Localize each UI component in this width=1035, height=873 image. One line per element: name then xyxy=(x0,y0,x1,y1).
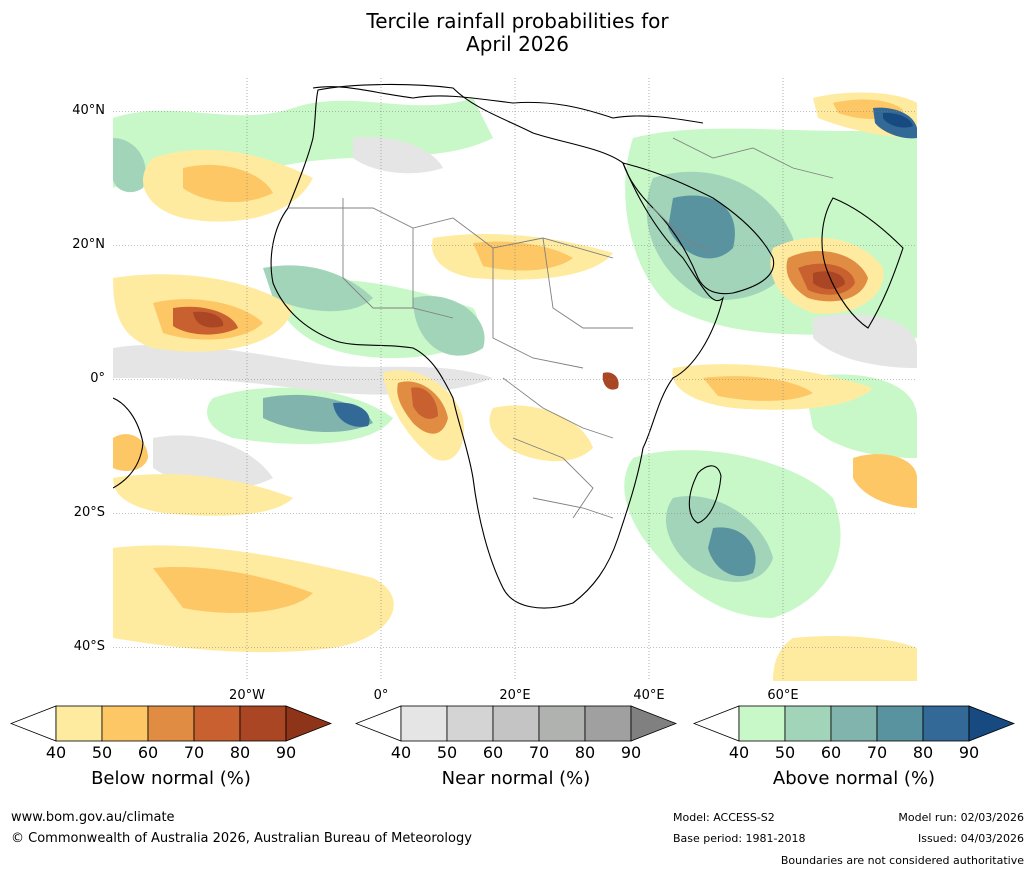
above-swatch-80-90 xyxy=(922,705,970,742)
near-swatch-60-70 xyxy=(492,705,540,742)
below-normal-colorbar xyxy=(10,705,332,742)
above-swatch-under xyxy=(693,705,740,742)
above-tick-50: 50 xyxy=(774,743,796,762)
near-tick-60: 60 xyxy=(482,743,504,762)
above-tick-60: 60 xyxy=(820,743,842,762)
map-title-line-2: April 2026 xyxy=(466,32,569,56)
madagascar-outline xyxy=(688,465,722,524)
below-tick-60: 60 xyxy=(137,743,159,762)
lat-label-20n: 20°N xyxy=(72,237,105,252)
near-swatch-50-60 xyxy=(446,705,494,742)
lon-label-60e: 60°E xyxy=(767,688,799,703)
above-swatch-70-80 xyxy=(876,705,924,742)
below-tick-80: 80 xyxy=(229,743,251,762)
rainfall-probability-map xyxy=(113,78,917,681)
below-swatch-60-70 xyxy=(147,705,195,742)
lat-label-0: 0° xyxy=(90,371,105,386)
near-swatch-under xyxy=(355,705,402,742)
below-swatch-under xyxy=(10,705,57,742)
near-swatch-70-80 xyxy=(538,705,586,742)
country-borders xyxy=(288,137,834,519)
near-swatch-80-90 xyxy=(584,705,632,742)
lon-label-20w: 20°W xyxy=(229,688,265,703)
coastlines xyxy=(113,83,904,609)
below-swatch-80-90 xyxy=(239,705,287,742)
above-normal-colorbar xyxy=(693,705,1015,742)
near-tick-50: 50 xyxy=(436,743,458,762)
below-swatch-over xyxy=(285,705,332,742)
issued-date: Issued: 04/03/2026 xyxy=(917,832,1024,845)
below-tick-40: 40 xyxy=(45,743,67,762)
near-swatch-40-50 xyxy=(400,705,448,742)
below-tick-50: 50 xyxy=(91,743,113,762)
below-tick-70: 70 xyxy=(183,743,205,762)
below-normal-title: Below normal (%) xyxy=(91,768,251,789)
lon-label-20e: 20°E xyxy=(499,688,531,703)
near-tick-90: 90 xyxy=(620,743,642,762)
boundaries-disclaimer: Boundaries are not considered authoritat… xyxy=(780,854,1024,867)
near-normal-title: Near normal (%) xyxy=(441,768,591,789)
south-america-outline xyxy=(113,397,144,489)
below-swatch-40-50 xyxy=(55,705,103,742)
map-title-line-1: Tercile rainfall probabilities for xyxy=(366,9,669,33)
above-normal-swatches xyxy=(693,705,1015,742)
base-period: Base period: 1981-2018 xyxy=(673,832,806,845)
probability-shading xyxy=(113,92,917,681)
near-tick-80: 80 xyxy=(574,743,596,762)
above-swatch-40-50 xyxy=(738,705,786,742)
near-normal-swatches xyxy=(355,705,677,742)
below-swatch-70-80 xyxy=(193,705,241,742)
above-swatch-over xyxy=(968,705,1015,742)
lat-label-40n: 40°N xyxy=(72,103,105,118)
above-swatch-50-60 xyxy=(784,705,832,742)
graticule xyxy=(113,78,917,681)
model-name: Model: ACCESS-S2 xyxy=(673,811,775,824)
above-tick-90: 90 xyxy=(958,743,980,762)
model-run-date: Model run: 02/03/2026 xyxy=(898,811,1024,824)
lon-label-0: 0° xyxy=(373,688,389,703)
near-tick-70: 70 xyxy=(528,743,550,762)
europe-outline xyxy=(312,86,704,124)
india-outline xyxy=(821,197,904,329)
below-swatch-50-60 xyxy=(101,705,149,742)
near-tick-40: 40 xyxy=(390,743,412,762)
website-link[interactable]: www.bom.gov.au/climate xyxy=(11,810,175,825)
near-normal-colorbar xyxy=(355,705,677,742)
lat-label-20s: 20°S xyxy=(73,505,105,520)
above-tick-70: 70 xyxy=(866,743,888,762)
africa-outline xyxy=(270,83,725,609)
below-tick-90: 90 xyxy=(275,743,297,762)
above-normal-title: Above normal (%) xyxy=(772,768,936,789)
above-tick-80: 80 xyxy=(912,743,934,762)
near-swatch-over xyxy=(630,705,677,742)
above-swatch-60-70 xyxy=(830,705,878,742)
lon-label-40e: 40°E xyxy=(633,688,665,703)
lat-label-40s: 40°S xyxy=(73,639,105,654)
above-tick-40: 40 xyxy=(728,743,750,762)
copyright-notice: © Commonwealth of Australia 2026, Austra… xyxy=(11,831,472,846)
below-normal-swatches xyxy=(10,705,332,742)
